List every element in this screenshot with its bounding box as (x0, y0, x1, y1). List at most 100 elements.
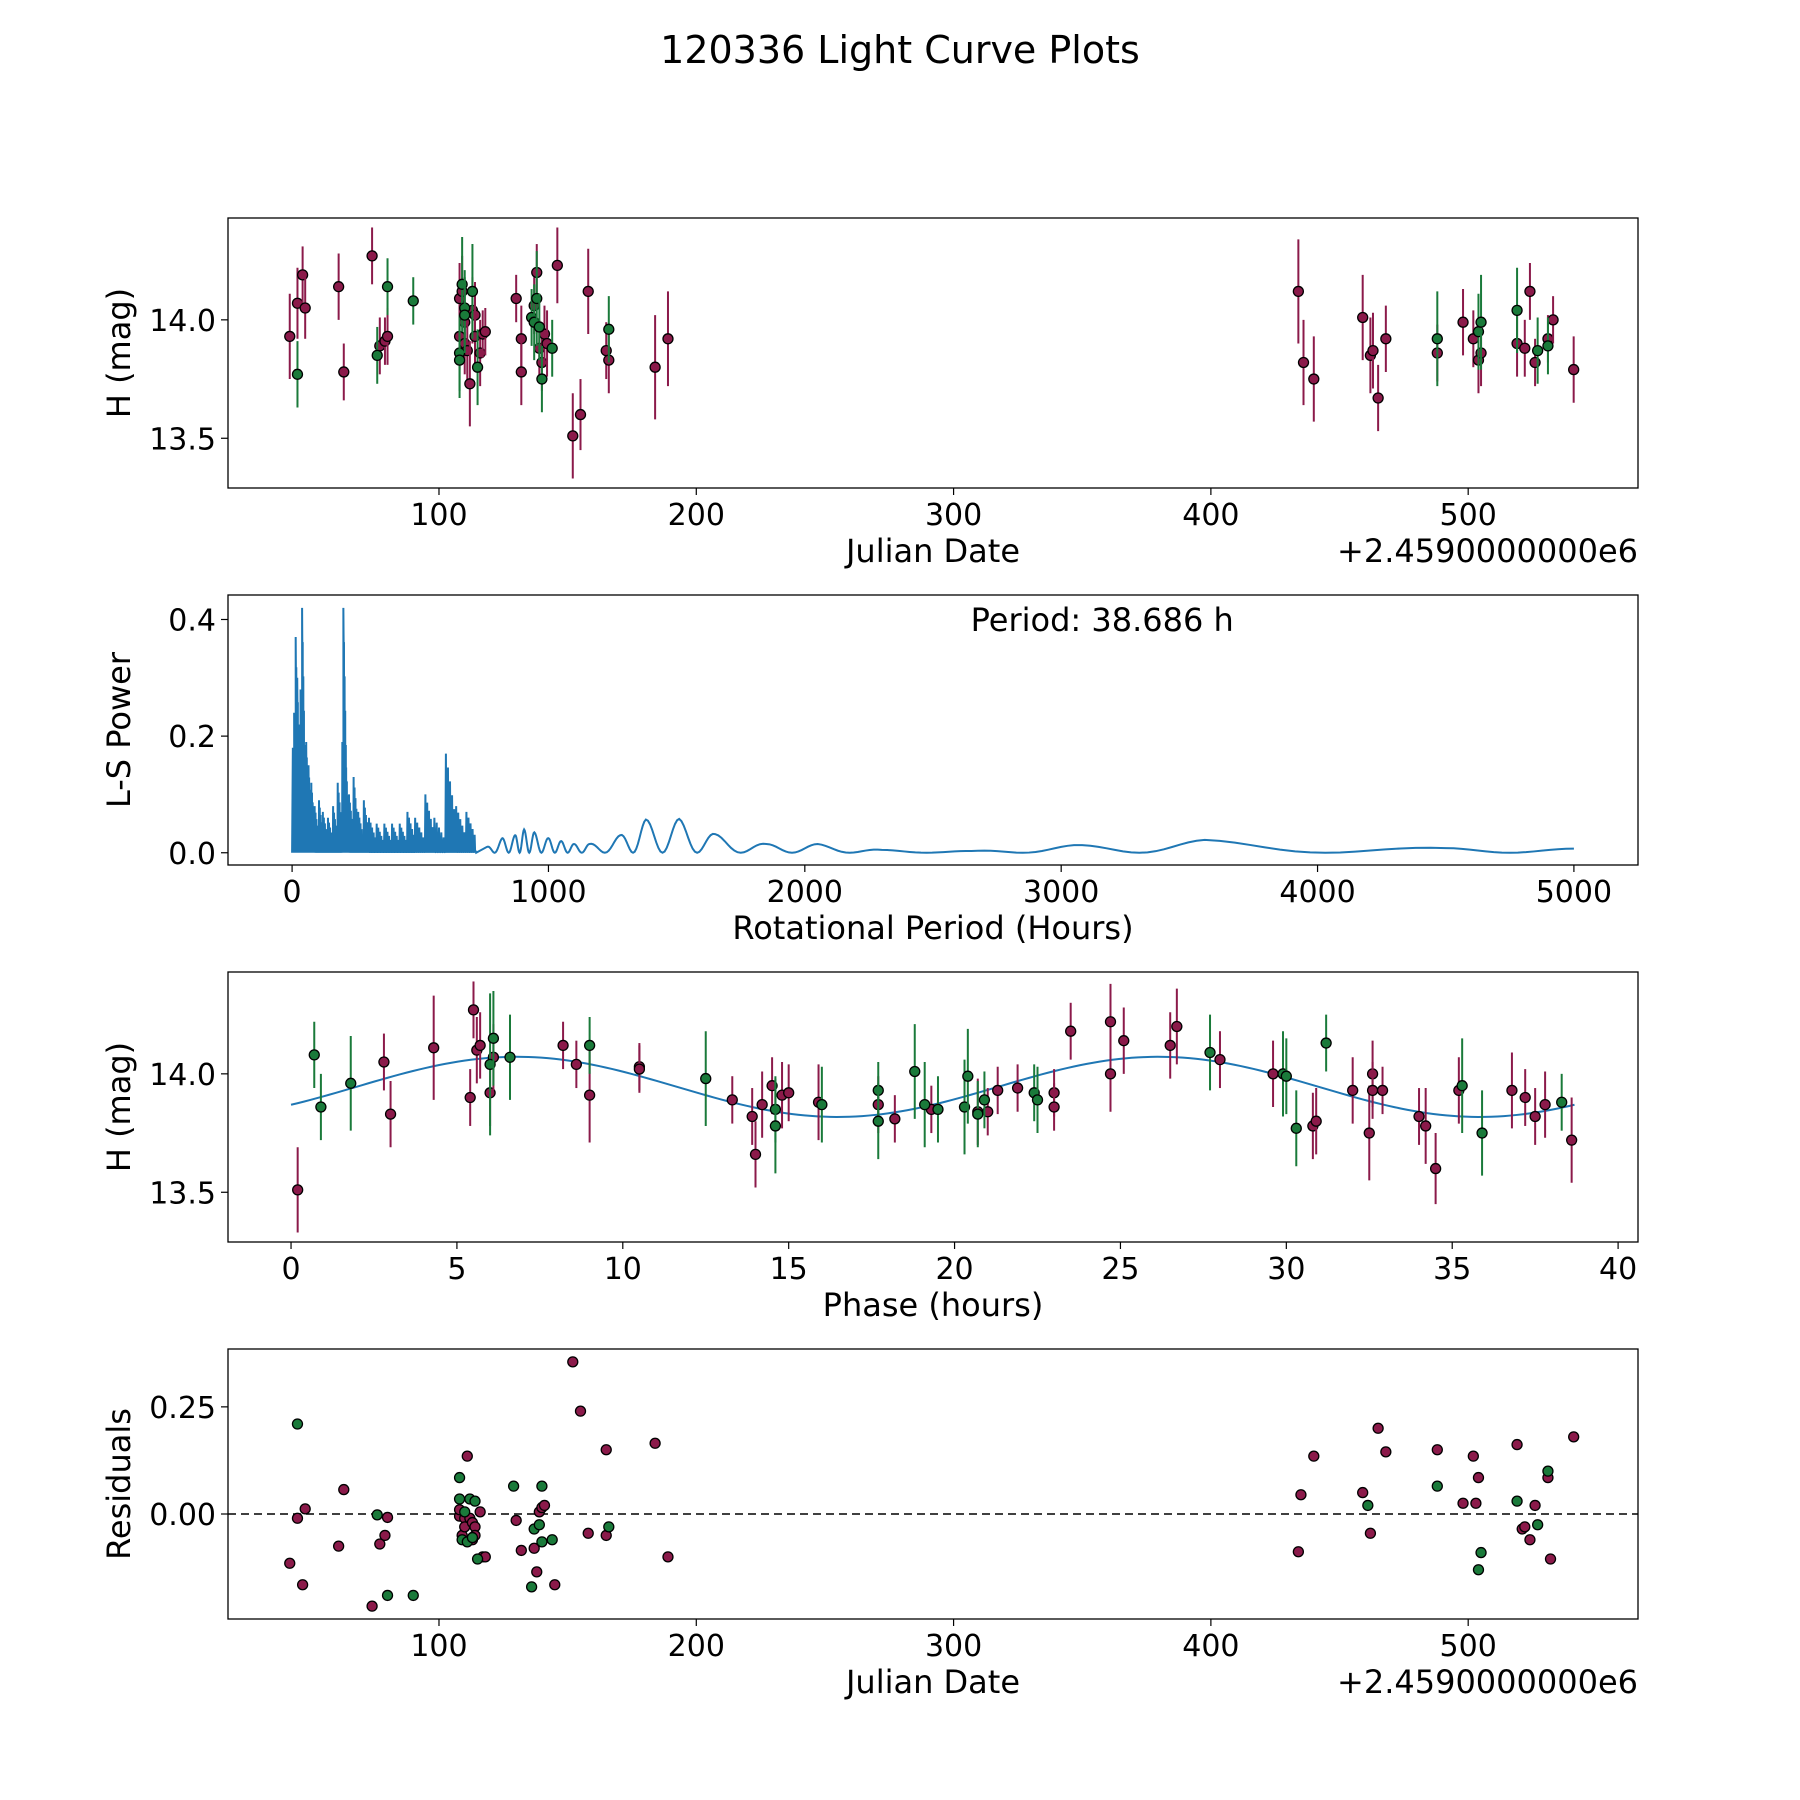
data-point-red (1429, 1162, 1442, 1175)
data-point-green (308, 1049, 320, 1061)
data-point-green (407, 1589, 419, 1602)
data-point-green (536, 1536, 548, 1548)
data-point-red (1363, 1127, 1375, 1139)
data-point-red (464, 1091, 476, 1104)
data-point-red (1506, 1084, 1518, 1097)
data-point-red (1214, 1053, 1226, 1066)
figure-title: 120336 Light Curve Plots (660, 28, 1140, 72)
data-point-red (1297, 356, 1310, 369)
data-point-red (538, 1499, 551, 1512)
data-point-red (461, 1450, 473, 1462)
y-axis-label: H (mag) (100, 1042, 138, 1172)
data-point-red (299, 1503, 311, 1515)
axes-frame (227, 971, 1639, 1243)
data-point-red (366, 250, 378, 262)
data-point-red (1547, 314, 1559, 326)
data-point-green (345, 1077, 357, 1089)
data-point-red (1519, 1521, 1531, 1533)
data-point-red (633, 1063, 646, 1075)
data-point-green (487, 1032, 500, 1044)
data-point-green (1475, 1546, 1487, 1559)
data-point-green (978, 1094, 991, 1106)
data-point-green (371, 1509, 383, 1521)
data-point-green (381, 281, 394, 293)
data-point-red (1511, 1438, 1523, 1451)
x-tick-label: 500 (1440, 498, 1497, 533)
x-axis-label: Phase (hours) (823, 1286, 1044, 1324)
data-point-red (1568, 1431, 1580, 1443)
x-tick-label: 20 (935, 1252, 973, 1287)
data-point-red (992, 1084, 1004, 1097)
data-point-green (504, 1051, 516, 1063)
data-point-red (574, 1405, 587, 1417)
data-point-red (1104, 1068, 1117, 1080)
series-red (284, 227, 1580, 479)
data-point-red (567, 430, 579, 442)
x-tick-label: 4000 (1279, 875, 1355, 910)
data-point-red (1118, 1035, 1130, 1047)
data-point-green (371, 349, 383, 362)
x-tick-label: 100 (410, 1629, 467, 1664)
x-tick-label: 30 (1267, 1252, 1305, 1287)
data-point-red (889, 1113, 901, 1125)
data-point-red (649, 1437, 661, 1449)
data-point-green (909, 1065, 921, 1078)
data-point-red (549, 1579, 561, 1591)
data-point-red (381, 330, 394, 343)
data-point-red (1524, 285, 1536, 298)
x-offset-label: +2.4590000000e6 (1337, 532, 1638, 570)
series-green (291, 236, 1554, 413)
data-point-red (662, 333, 674, 345)
data-point-green (962, 1070, 974, 1082)
data-point-green (1204, 1046, 1216, 1059)
y-tick-label: 13.5 (149, 1176, 216, 1211)
data-point-red (1420, 1120, 1432, 1132)
data-point-red (474, 1506, 486, 1518)
data-point-red (1472, 1471, 1485, 1484)
y-tick-label: 0.4 (168, 603, 216, 638)
data-point-red (374, 1538, 386, 1550)
data-point-green (546, 342, 558, 354)
data-point-red (1357, 311, 1369, 324)
data-point-red (464, 378, 476, 390)
data-point-red (1292, 285, 1305, 298)
data-point-red (582, 285, 594, 298)
data-point-red (582, 1527, 594, 1539)
data-point-green (1542, 1465, 1554, 1477)
x-tick-label: 0 (281, 1252, 300, 1287)
data-point-red (284, 330, 296, 343)
data-point-red (749, 1148, 762, 1161)
data-point-green (407, 295, 419, 307)
data-point-red (1380, 333, 1392, 345)
data-point-red (474, 1039, 486, 1052)
data-point-red (1065, 1025, 1077, 1037)
x-tick-label: 300 (925, 498, 982, 533)
data-point-green (315, 1101, 327, 1113)
data-point-red (284, 1557, 296, 1569)
axes-periodogram: 0 1000 2000 3000 4000 5000 0.0 0.2 0.4 Rotational… (100, 594, 1639, 947)
x-tick-label: 40 (1599, 1252, 1637, 1287)
data-point-red (1372, 1422, 1384, 1434)
x-tick-label: 25 (1101, 1252, 1139, 1287)
data-point-green (536, 373, 548, 385)
data-point-green (459, 1506, 471, 1518)
x-tick-label: 500 (1440, 1629, 1497, 1664)
data-point-red (338, 1483, 350, 1496)
data-point-red (1372, 392, 1384, 404)
data-point-red (510, 1514, 522, 1527)
data-point-green (1290, 1122, 1302, 1134)
series-green (291, 1418, 1554, 1602)
y-axis-label: Residuals (100, 1408, 138, 1560)
y-tick-label: 0.00 (149, 1498, 216, 1533)
data-point-green (603, 323, 615, 335)
data-point-red (1529, 1499, 1541, 1512)
x-axis-label: Julian Date (844, 1663, 1020, 1701)
y-tick-label: 14.0 (149, 1058, 216, 1093)
x-tick-label: 3000 (1023, 875, 1099, 910)
data-point-green (471, 361, 484, 373)
data-point-red (1292, 1546, 1305, 1558)
data-point-red (600, 1444, 612, 1456)
data-point-red (528, 1542, 540, 1554)
data-point-red (1376, 1084, 1389, 1097)
data-point-red (746, 1110, 758, 1123)
